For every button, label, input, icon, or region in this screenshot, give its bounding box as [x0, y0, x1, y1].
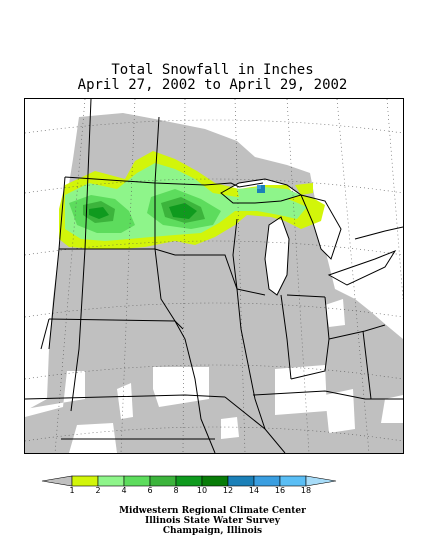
no-snow-area	[325, 389, 355, 433]
no-snow-area	[275, 365, 327, 415]
legend-label: 10	[196, 486, 208, 495]
snowfall-band-8	[169, 203, 197, 219]
credit-survey: Illinois State Water Survey	[144, 516, 281, 526]
state-boundaries	[25, 99, 403, 453]
snowfall-band-14	[257, 185, 261, 189]
no-snow-area	[381, 395, 403, 423]
legend-label: 2	[95, 486, 101, 495]
legend-label: 1	[69, 486, 75, 495]
legend-color-box	[123, 475, 151, 487]
snowfall-legend	[41, 475, 337, 487]
legend-label: 6	[147, 486, 153, 495]
no-snow-area	[117, 383, 133, 419]
no-snow-area	[25, 371, 85, 417]
legend-label: 16	[274, 486, 286, 495]
snowfall-band-8	[89, 207, 109, 219]
map-title: Total Snowfall in Inches	[111, 62, 314, 78]
legend-color-box	[279, 475, 307, 487]
credit-center: Midwestern Regional Climate Center	[119, 506, 306, 516]
legend-under-arrow	[41, 475, 73, 487]
no-snow-area	[325, 299, 345, 327]
no-snow-area	[221, 417, 239, 439]
legend-color-box	[71, 475, 99, 487]
lake-shorelines	[220, 178, 403, 296]
legend-label: 8	[173, 486, 179, 495]
legend-color-box	[253, 475, 281, 487]
map-date-range: April 27, 2002 to April 29, 2002	[77, 77, 348, 93]
legend-color-box	[149, 475, 177, 487]
lake-erie	[329, 251, 395, 285]
graticule	[25, 99, 403, 453]
snowfall-band-1	[295, 183, 313, 195]
legend-label: 18	[300, 486, 312, 495]
legend-color-box	[175, 475, 203, 487]
legend-label: 4	[121, 486, 127, 495]
legend-over-arrow	[305, 475, 337, 487]
canada-border	[64, 176, 264, 188]
legend-color-box	[97, 475, 125, 487]
legend-label: 12	[222, 486, 234, 495]
legend-color-box	[227, 475, 255, 487]
legend-color-box	[201, 475, 229, 487]
no-snow-area	[69, 423, 117, 453]
map-canvas	[25, 99, 403, 453]
snowfall-band-2	[237, 187, 301, 199]
snowfall-map	[24, 98, 404, 454]
lake-michigan	[265, 217, 289, 295]
credit-location: Champaign, Illinois	[162, 526, 263, 536]
legend-label: 14	[248, 486, 260, 495]
